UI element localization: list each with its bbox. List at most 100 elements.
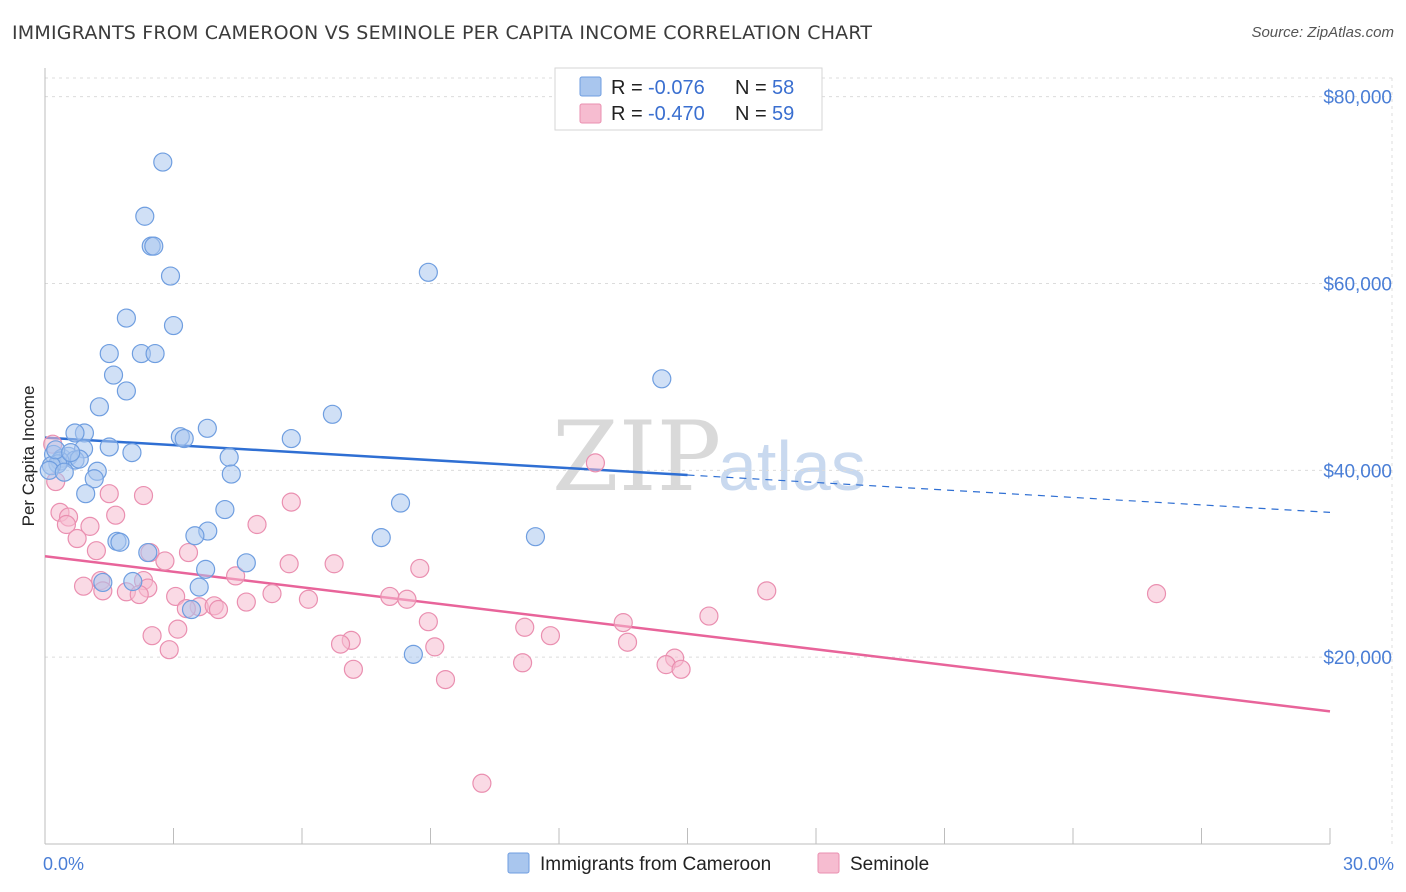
cameroon-point [153,152,173,172]
cameroon-point [371,527,391,548]
cameroon-point [135,206,155,226]
seminole-point [617,632,638,652]
seminole-point [73,576,94,596]
cameroon-point [163,315,184,336]
seminole-point [226,566,246,586]
seminole-point [86,541,107,561]
cameroon-point [65,423,85,443]
y-axis-label: Per Capita Income [19,386,38,527]
y-tick-label: $20,000 [1323,648,1392,669]
seminole-point [168,619,188,639]
cameroon-point [322,404,343,424]
seminole-point [671,659,691,679]
seminole-point [613,613,633,633]
grid-lines [45,77,1393,844]
seminole-point [178,542,199,563]
cameroon-point [54,462,74,482]
seminole-point [585,453,606,473]
cameroon-point [221,464,241,484]
seminole-point [99,484,119,504]
seminole-point [80,516,100,536]
seminole-point [410,558,430,579]
cameroon-point [116,381,136,401]
legend-n-label-2: N = [735,103,767,125]
cameroon-point [215,499,235,520]
seminole-point [1146,584,1167,604]
seminole-point [699,606,719,626]
cameroon-trend-line [44,436,688,477]
cameroon-point [181,599,202,620]
x-tick-labels: 0.0% 30.0% [43,854,1394,874]
legend-r-value-2: -0.470 [648,103,705,125]
y-tick-labels: $20,000 $40,000 $60,000 $80,000 [1323,88,1392,669]
cameroon-point [116,308,136,328]
series-swatch-seminole [817,852,840,874]
seminole-point [330,634,351,654]
seminole-point [298,589,319,609]
cameroon-point [103,365,124,385]
trend-lines [44,436,1331,713]
cameroon-trend-extension [687,474,1331,513]
data-points [39,152,1167,793]
cameroon-point [418,262,438,282]
watermark-zip: ZIP [552,401,721,513]
x-tick-label-start: 0.0% [43,854,84,874]
cameroon-point [189,577,209,597]
cameroon-point [99,437,119,457]
legend-swatch-blue [579,76,602,97]
cameroon-point [281,428,301,449]
x-tick-label-end: 30.0% [1343,854,1394,874]
cameroon-point [390,493,411,513]
seminole-point [142,626,162,646]
seminole-point [757,581,777,601]
cameroon-point [93,572,113,593]
seminole-point [435,669,456,690]
legend-swatch-pink [579,103,602,124]
cameroon-point [84,469,104,489]
seminole-point [159,640,179,660]
seminole-point [133,485,154,506]
seminole-point [236,592,256,612]
seminole-point [281,492,301,512]
cameroon-point [236,553,256,573]
cameroon-point [61,442,81,463]
legend-n-label-1: N = [735,77,767,99]
seminole-point [397,589,417,609]
cameroon-point [76,484,96,504]
cameroon-point [196,559,216,579]
seminole-point [155,551,175,571]
seminole-point [540,626,561,646]
series-label-seminole: Seminole [850,854,929,875]
y-tick-label: $40,000 [1323,461,1392,482]
cameroon-point [160,266,181,286]
legend-r-label-2: R = [611,103,643,125]
seminole-point [262,584,282,604]
seminole-point [279,554,299,574]
seminole-point [515,617,535,637]
cameroon-point [89,397,109,417]
cameroon-point [219,447,239,467]
legend-n-value-1: 58 [772,77,794,99]
y-tick-label: $60,000 [1323,275,1392,296]
seminole-point [208,599,229,620]
cameroon-point [122,442,142,463]
legend-r-label-1: R = [611,77,643,99]
cameroon-point [138,542,158,563]
seminole-trend-line [44,555,1331,713]
legend-n-value-2: 59 [772,103,794,125]
seminole-point [247,514,267,535]
chart-title: IMMIGRANTS FROM CAMEROON VS SEMINOLE PER… [12,22,873,44]
seminole-point [343,659,363,679]
cameroon-point [525,527,546,547]
seminole-point [418,612,438,632]
cameroon-point [185,526,205,546]
cameroon-point [197,418,217,438]
cameroon-point [123,571,143,592]
series-label-cameroon: Immigrants from Cameroon [540,854,771,875]
legend-r-value-1: -0.076 [648,77,705,99]
y-tick-label: $80,000 [1323,88,1392,109]
cameroon-point [174,428,194,449]
seminole-point [56,514,77,535]
seminole-point [324,554,344,574]
